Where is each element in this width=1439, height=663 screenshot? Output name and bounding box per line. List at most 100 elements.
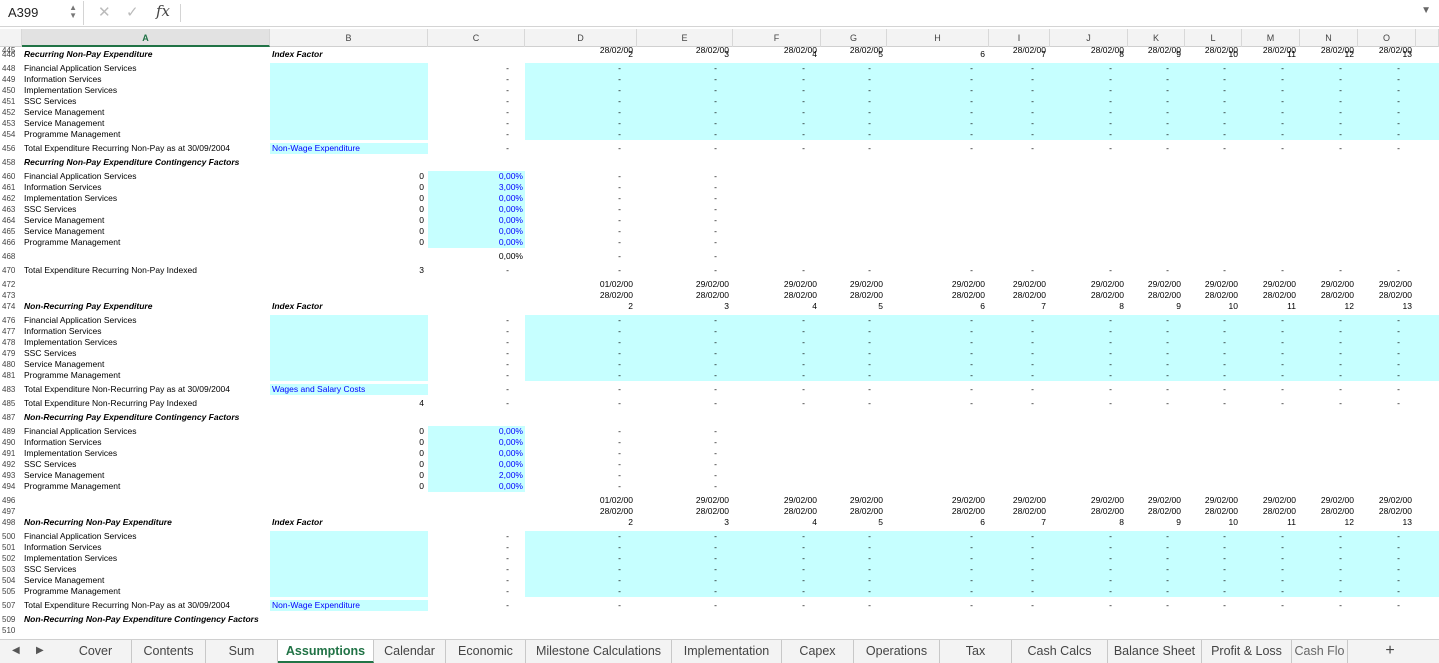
cell-l480[interactable]: -	[1223, 359, 1226, 369]
cell-f472[interactable]: 29/02/00	[783, 279, 817, 289]
sheet-tab-cover[interactable]: Cover	[60, 640, 132, 663]
cell-h502[interactable]: -	[970, 553, 973, 563]
cell-m485[interactable]: -	[1281, 398, 1284, 408]
cell-l476[interactable]: -	[1223, 315, 1226, 325]
cell-a464[interactable]: Service Management	[24, 215, 105, 225]
cell-d494[interactable]: -	[618, 481, 621, 491]
cell-d502[interactable]: -	[618, 553, 621, 563]
cell-g483[interactable]: -	[868, 384, 871, 394]
cell-k473[interactable]: 28/02/00	[1147, 290, 1181, 300]
cell-o472[interactable]: 29/02/00	[1378, 279, 1412, 289]
cell-f496[interactable]: 29/02/00	[783, 495, 817, 505]
cell-i456[interactable]: -	[1031, 143, 1034, 153]
cell-e472[interactable]: 29/02/00	[695, 279, 729, 289]
cell-m481[interactable]: -	[1281, 370, 1284, 380]
cell-e504[interactable]: -	[714, 575, 717, 585]
row-number[interactable]: 477	[2, 327, 16, 336]
cell-l503[interactable]: -	[1223, 564, 1226, 574]
cell-o496[interactable]: 29/02/00	[1378, 495, 1412, 505]
cell-a453[interactable]: Service Management	[24, 118, 105, 128]
cell-f470[interactable]: -	[802, 265, 805, 275]
cell-l450[interactable]: -	[1223, 85, 1226, 95]
cell-g477[interactable]: -	[868, 326, 871, 336]
cell-i507[interactable]: -	[1031, 600, 1034, 610]
cell-j446[interactable]: 8	[1119, 49, 1124, 59]
cell-o451[interactable]: -	[1397, 96, 1400, 106]
cell-a458[interactable]: Recurring Non-Pay Expenditure Contingenc…	[24, 157, 240, 167]
row-number[interactable]: 452	[2, 108, 16, 117]
cell-o452[interactable]: -	[1397, 107, 1400, 117]
cell-a492[interactable]: SSC Services	[24, 459, 77, 469]
cell-i485[interactable]: -	[1031, 398, 1034, 408]
cell-d445[interactable]: 28/02/00	[599, 47, 633, 55]
cell-l453[interactable]: -	[1223, 118, 1226, 128]
cell-a452[interactable]: Service Management	[24, 107, 105, 117]
cell-a451[interactable]: SSC Services	[24, 96, 77, 106]
cell-e449[interactable]: -	[714, 74, 717, 84]
cell-d485[interactable]: -	[618, 398, 621, 408]
cell-a498[interactable]: Non-Recurring Non-Pay Expenditure	[24, 517, 172, 527]
cell-j452[interactable]: -	[1109, 107, 1112, 117]
column-header-a[interactable]: A	[22, 29, 270, 47]
cell-c454[interactable]: -	[506, 129, 509, 139]
cell-i496[interactable]: 29/02/00	[1012, 495, 1046, 505]
cell-m504[interactable]: -	[1281, 575, 1284, 585]
cell-a466[interactable]: Programme Management	[24, 237, 121, 247]
cell-g503[interactable]: -	[868, 564, 871, 574]
column-header-o[interactable]: O	[1358, 29, 1416, 47]
cell-c481[interactable]: -	[506, 370, 509, 380]
column-header-n[interactable]: N	[1300, 29, 1358, 47]
cell-m505[interactable]: -	[1281, 586, 1284, 596]
cell-g478[interactable]: -	[868, 337, 871, 347]
cell-i470[interactable]: -	[1031, 265, 1034, 275]
cell-e445[interactable]: 28/02/00	[695, 47, 729, 55]
cell-n500[interactable]: -	[1339, 531, 1342, 541]
cell-g452[interactable]: -	[868, 107, 871, 117]
cell-e476[interactable]: -	[714, 315, 717, 325]
add-sheet-icon[interactable]: +	[1385, 642, 1395, 659]
cell-h454[interactable]: -	[970, 129, 973, 139]
row-number[interactable]: 490	[2, 438, 16, 447]
cell-l498[interactable]: 10	[1228, 517, 1238, 527]
cell-k452[interactable]: -	[1166, 107, 1169, 117]
cell-n445[interactable]: 28/02/00	[1320, 47, 1354, 55]
cell-n481[interactable]: -	[1339, 370, 1342, 380]
cell-g449[interactable]: -	[868, 74, 871, 84]
cell-o473[interactable]: 28/02/00	[1378, 290, 1412, 300]
cell-g473[interactable]: 28/02/00	[849, 290, 883, 300]
cell-e481[interactable]: -	[714, 370, 717, 380]
cell-a491[interactable]: Implementation Services	[24, 448, 118, 458]
cell-m496[interactable]: 29/02/00	[1262, 495, 1296, 505]
row-number[interactable]: 476	[2, 316, 16, 325]
cell-h505[interactable]: -	[970, 586, 973, 596]
cell-k501[interactable]: -	[1166, 542, 1169, 552]
cell-e505[interactable]: -	[714, 586, 717, 596]
cell-a505[interactable]: Programme Management	[24, 586, 121, 596]
cell-d504[interactable]: -	[618, 575, 621, 585]
cell-e452[interactable]: -	[714, 107, 717, 117]
cell-c493[interactable]: 2,00%	[498, 470, 523, 480]
cell-e493[interactable]: -	[714, 470, 717, 480]
cell-j503[interactable]: -	[1109, 564, 1112, 574]
cell-i501[interactable]: -	[1031, 542, 1034, 552]
cell-n477[interactable]: -	[1339, 326, 1342, 336]
cell-j472[interactable]: 29/02/00	[1090, 279, 1124, 289]
cell-n456[interactable]: -	[1339, 143, 1342, 153]
cell-o448[interactable]: -	[1397, 63, 1400, 73]
cell-n483[interactable]: -	[1339, 384, 1342, 394]
cell-d465[interactable]: -	[618, 226, 621, 236]
cell-o470[interactable]: -	[1397, 265, 1400, 275]
sheet-tab-implementation[interactable]: Implementation	[672, 640, 782, 663]
cell-h504[interactable]: -	[970, 575, 973, 585]
cell-d501[interactable]: -	[618, 542, 621, 552]
cell-f473[interactable]: 28/02/00	[783, 290, 817, 300]
cell-l478[interactable]: -	[1223, 337, 1226, 347]
cell-j500[interactable]: -	[1109, 531, 1112, 541]
cell-k449[interactable]: -	[1166, 74, 1169, 84]
row-number[interactable]: 503	[2, 565, 16, 574]
cell-e497[interactable]: 28/02/00	[695, 506, 729, 516]
cell-c465[interactable]: 0,00%	[498, 226, 523, 236]
cell-j449[interactable]: -	[1109, 74, 1112, 84]
cell-f476[interactable]: -	[802, 315, 805, 325]
cell-n472[interactable]: 29/02/00	[1320, 279, 1354, 289]
